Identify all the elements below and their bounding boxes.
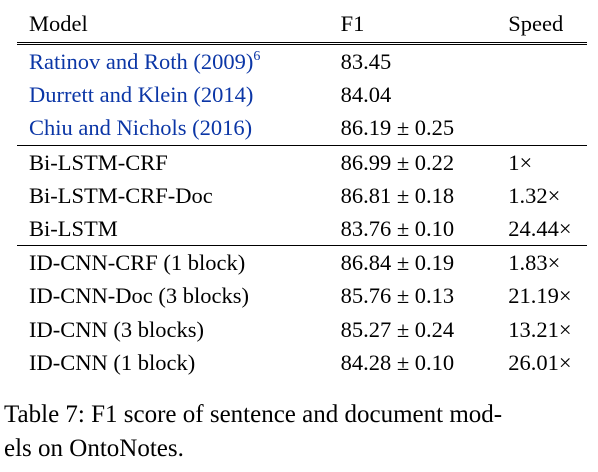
model-cell: ID-CNN-CRF (1 block): [17, 245, 341, 280]
f1-cell: 83.45: [340, 42, 509, 79]
f1-cell: 86.81 ± 0.18: [340, 182, 455, 208]
model-cell: ID-CNN (3 blocks): [29, 316, 204, 342]
f1-cell: 84.04: [340, 82, 392, 108]
f1-cell: 85.27 ± 0.24: [340, 316, 455, 342]
caption-line: els on OntoNotes.: [4, 435, 184, 462]
table-row: Bi-LSTM-CRF-Doc 86.81 ± 0.18 1.32×: [17, 179, 587, 212]
f1-cell: 86.99 ± 0.22: [340, 144, 509, 179]
results-table-container: Model F1 Speed Ratinov and Roth (2009)6 …: [17, 6, 587, 379]
speed-cell: 13.21×: [508, 316, 572, 342]
speed-cell: [508, 42, 587, 79]
table-row: ID-CNN-CRF (1 block) 86.84 ± 0.19 1.83×: [17, 245, 587, 280]
table-row: Ratinov and Roth (2009)6 83.45: [17, 42, 587, 79]
model-cell: ID-CNN-Doc (3 blocks): [29, 283, 249, 309]
f1-cell: 86.84 ± 0.19: [340, 245, 509, 280]
table-caption: Table 7: F1 score of sentence and docume…: [4, 398, 594, 466]
caption-line: Table 7: F1 score of sentence and docume…: [4, 401, 503, 428]
speed-cell: 21.19×: [508, 283, 572, 309]
model-cell: Bi-LSTM-CRF-Doc: [29, 182, 213, 208]
header-speed: Speed: [508, 11, 564, 36]
table-row: ID-CNN (1 block) 84.28 ± 0.10 26.01×: [17, 346, 587, 379]
citation-link[interactable]: Chiu and Nichols (2016): [29, 115, 253, 141]
model-cell[interactable]: Chiu and Nichols (2016): [17, 111, 341, 145]
table-row: ID-CNN (3 blocks) 85.27 ± 0.24 13.21×: [17, 313, 587, 346]
citation-link[interactable]: Ratinov and Roth (2009): [29, 49, 254, 74]
speed-cell: 24.44×: [508, 216, 572, 242]
model-cell: ID-CNN (1 block): [29, 349, 196, 375]
table-row: Durrett and Klein (2014) 84.04: [17, 78, 587, 111]
header-f1: F1: [340, 11, 365, 36]
results-table: Model F1 Speed Ratinov and Roth (2009)6 …: [17, 6, 587, 379]
table-row: Bi-LSTM-CRF 86.99 ± 0.22 1×: [17, 144, 587, 179]
speed-cell: 1.83×: [508, 245, 587, 280]
table-row: ID-CNN-Doc (3 blocks) 85.76 ± 0.13 21.19…: [17, 279, 587, 312]
citation-link[interactable]: Durrett and Klein (2014): [29, 82, 254, 108]
model-cell[interactable]: Durrett and Klein (2014): [17, 78, 341, 111]
speed-cell: 1.32×: [508, 182, 561, 208]
header-model: Model: [29, 11, 88, 36]
f1-cell: 86.19 ± 0.25: [340, 115, 455, 141]
speed-cell: 1×: [508, 144, 587, 179]
f1-cell: 85.76 ± 0.13: [340, 283, 455, 309]
footnote-marker[interactable]: 6: [253, 49, 261, 64]
speed-cell: [508, 78, 587, 111]
table-row: Bi-LSTM 83.76 ± 0.10 24.44×: [17, 212, 587, 246]
f1-cell: 83.76 ± 0.10: [340, 216, 455, 242]
f1-cell: 84.28 ± 0.10: [340, 349, 455, 375]
model-cell: Bi-LSTM-CRF: [17, 144, 341, 179]
speed-cell: [508, 111, 587, 145]
header-row: Model F1 Speed: [17, 6, 587, 44]
model-cell[interactable]: Ratinov and Roth (2009)6: [17, 42, 341, 79]
table-row: Chiu and Nichols (2016) 86.19 ± 0.25: [17, 111, 587, 145]
speed-cell: 26.01×: [508, 349, 572, 375]
model-cell: Bi-LSTM: [29, 216, 118, 242]
